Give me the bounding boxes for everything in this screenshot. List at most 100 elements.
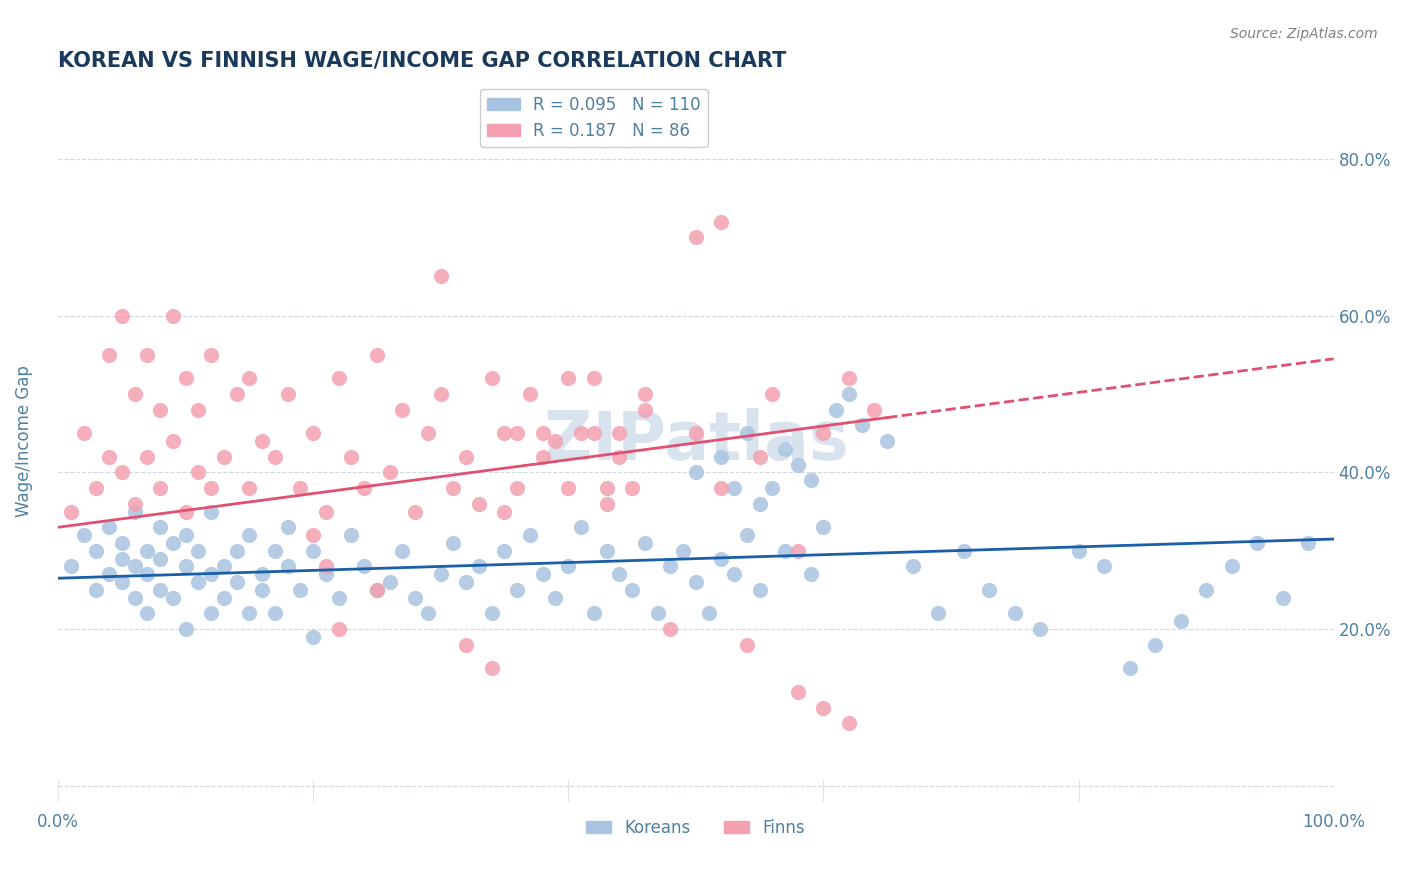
Point [111, 536, 134, 550]
Point [72, 528, 94, 542]
Point [813, 426, 835, 441]
Point [187, 466, 209, 480]
Point [838, 716, 860, 731]
Text: Source: ZipAtlas.com: Source: ZipAtlas.com [1230, 27, 1378, 41]
Point [1246, 536, 1268, 550]
Point [124, 505, 146, 519]
Point [1144, 638, 1167, 652]
Point [1029, 622, 1052, 636]
Point [838, 387, 860, 401]
Point [468, 497, 491, 511]
Point [557, 481, 579, 495]
Point [723, 567, 745, 582]
Point [1092, 559, 1115, 574]
Point [149, 520, 172, 534]
Point [927, 607, 949, 621]
Point [212, 591, 235, 605]
Point [238, 481, 260, 495]
Point [863, 402, 886, 417]
Point [340, 450, 363, 464]
Point [124, 559, 146, 574]
Point [98, 348, 121, 362]
Point [302, 543, 325, 558]
Point [544, 591, 567, 605]
Point [582, 371, 605, 385]
Point [634, 536, 657, 550]
Point [174, 559, 197, 574]
Point [200, 481, 222, 495]
Point [979, 582, 1001, 597]
Point [481, 661, 503, 675]
Point [519, 387, 541, 401]
Point [569, 520, 592, 534]
Point [124, 591, 146, 605]
Point [634, 387, 657, 401]
Point [315, 567, 337, 582]
Point [569, 426, 592, 441]
Point [84, 481, 107, 495]
Point [124, 387, 146, 401]
Point [1296, 536, 1319, 550]
Point [697, 607, 720, 621]
Point [111, 551, 134, 566]
Point [748, 497, 770, 511]
Point [200, 607, 222, 621]
Point [761, 387, 783, 401]
Point [187, 402, 209, 417]
Point [263, 607, 285, 621]
Point [800, 473, 823, 487]
Point [328, 622, 350, 636]
Point [1271, 591, 1294, 605]
Point [200, 348, 222, 362]
Point [1067, 543, 1090, 558]
Point [557, 559, 579, 574]
Point [773, 442, 796, 456]
Point [250, 582, 273, 597]
Point [685, 466, 707, 480]
Point [162, 309, 184, 323]
Point [481, 607, 503, 621]
Point [378, 466, 401, 480]
Point [519, 528, 541, 542]
Point [136, 450, 159, 464]
Point [212, 450, 235, 464]
Point [531, 450, 554, 464]
Point [851, 418, 873, 433]
Point [302, 630, 325, 644]
Point [366, 582, 388, 597]
Point [735, 638, 758, 652]
Point [595, 497, 617, 511]
Point [786, 543, 808, 558]
Point [506, 481, 529, 495]
Point [825, 402, 848, 417]
Point [250, 434, 273, 448]
Point [456, 450, 478, 464]
Point [212, 559, 235, 574]
Point [901, 559, 924, 574]
Point [456, 638, 478, 652]
Point [366, 582, 388, 597]
Point [685, 426, 707, 441]
Point [328, 591, 350, 605]
Point [187, 543, 209, 558]
Point [659, 559, 682, 574]
Point [238, 528, 260, 542]
Point [391, 402, 413, 417]
Point [735, 528, 758, 542]
Point [250, 567, 273, 582]
Point [174, 371, 197, 385]
Point [595, 481, 617, 495]
Point [813, 700, 835, 714]
Point [149, 582, 172, 597]
Point [621, 582, 644, 597]
Point [174, 622, 197, 636]
Point [98, 567, 121, 582]
Point [506, 426, 529, 441]
Point [340, 528, 363, 542]
Point [748, 450, 770, 464]
Point [429, 269, 451, 284]
Point [710, 214, 733, 228]
Point [263, 543, 285, 558]
Point [481, 371, 503, 385]
Point [685, 230, 707, 244]
